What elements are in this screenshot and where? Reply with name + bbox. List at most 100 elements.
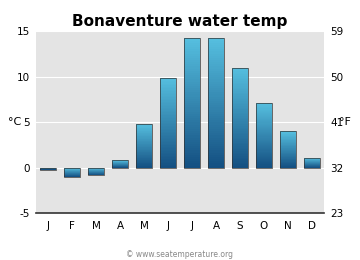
Bar <box>136 136 152 137</box>
Bar <box>160 163 176 165</box>
Bar <box>280 165 296 166</box>
Bar <box>184 101 200 103</box>
Bar <box>136 165 152 166</box>
Bar <box>280 159 296 160</box>
Bar <box>184 125 200 127</box>
Bar <box>136 151 152 152</box>
Bar <box>184 75 200 77</box>
Bar <box>232 116 248 118</box>
Bar <box>184 146 200 148</box>
Bar <box>280 152 296 153</box>
Bar <box>184 116 200 118</box>
Bar <box>136 141 152 142</box>
Bar <box>208 67 224 69</box>
Bar <box>136 147 152 148</box>
Bar <box>256 127 272 128</box>
Bar <box>208 105 224 107</box>
Bar <box>232 91 248 93</box>
Bar <box>160 126 176 127</box>
Bar <box>208 94 224 97</box>
Bar <box>232 151 248 153</box>
Bar <box>136 130 152 131</box>
Bar <box>160 108 176 109</box>
Bar <box>136 133 152 134</box>
Bar <box>256 167 272 168</box>
Bar <box>208 103 224 105</box>
Bar <box>136 128 152 129</box>
Bar <box>256 131 272 132</box>
Bar <box>256 150 272 151</box>
Bar <box>280 149 296 150</box>
Bar <box>136 155 152 156</box>
Bar <box>136 129 152 130</box>
Bar <box>208 69 224 71</box>
Bar <box>208 122 224 125</box>
Bar <box>160 97 176 99</box>
Bar <box>208 38 224 41</box>
Bar <box>160 159 176 160</box>
Bar <box>232 121 248 123</box>
Bar <box>184 86 200 88</box>
Bar <box>136 131 152 132</box>
Bar <box>136 167 152 168</box>
Bar <box>208 56 224 58</box>
Bar <box>136 149 152 150</box>
Bar <box>256 129 272 130</box>
Bar <box>280 164 296 165</box>
Bar <box>208 125 224 127</box>
Bar <box>184 97 200 99</box>
Bar <box>184 60 200 62</box>
Bar <box>136 135 152 136</box>
Bar <box>160 151 176 153</box>
Bar <box>160 162 176 163</box>
Bar <box>208 51 224 54</box>
Bar <box>208 135 224 138</box>
Bar <box>256 152 272 153</box>
Bar <box>256 109 272 110</box>
Bar <box>184 43 200 45</box>
Bar <box>208 118 224 120</box>
Bar <box>232 94 248 96</box>
Bar <box>280 147 296 148</box>
Bar <box>232 113 248 114</box>
Bar <box>160 85 176 87</box>
Bar <box>256 136 272 138</box>
Bar <box>184 38 200 41</box>
Bar <box>280 167 296 168</box>
Bar <box>232 71 248 73</box>
Bar <box>184 56 200 58</box>
Bar <box>184 62 200 64</box>
Bar <box>160 105 176 106</box>
Bar <box>136 137 152 138</box>
Bar <box>184 58 200 60</box>
Bar <box>280 146 296 147</box>
Bar <box>232 76 248 77</box>
Bar <box>256 104 272 105</box>
Bar <box>184 38 200 168</box>
Bar <box>280 139 296 140</box>
Bar <box>184 122 200 125</box>
Bar <box>208 38 224 168</box>
Bar <box>208 49 224 51</box>
Bar <box>160 142 176 144</box>
Bar <box>256 165 272 166</box>
Bar <box>256 106 272 107</box>
Bar <box>136 146 152 147</box>
Bar <box>184 127 200 129</box>
Bar <box>160 124 176 126</box>
Bar <box>184 151 200 153</box>
Title: Bonaventure water temp: Bonaventure water temp <box>72 14 288 29</box>
Bar <box>208 157 224 159</box>
Bar <box>160 79 176 81</box>
Bar <box>232 131 248 133</box>
Bar <box>232 101 248 103</box>
Bar <box>160 130 176 132</box>
Bar <box>160 123 176 124</box>
Bar <box>184 103 200 105</box>
Bar <box>256 157 272 158</box>
Bar <box>184 107 200 109</box>
Bar <box>256 115 272 116</box>
Bar <box>256 124 272 125</box>
Bar <box>256 146 272 147</box>
Bar <box>256 159 272 160</box>
